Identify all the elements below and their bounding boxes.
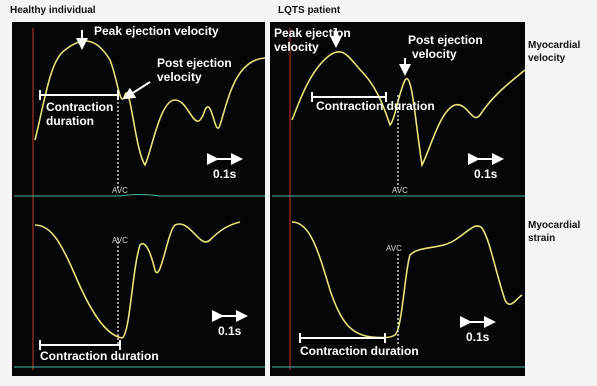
- annotation: Contraction duration: [40, 349, 159, 363]
- scale-label: 0.1s: [218, 324, 242, 338]
- row-label: Myocardial: [528, 220, 580, 231]
- avc-label: AVC: [112, 236, 128, 245]
- row-label: strain: [528, 233, 555, 244]
- avc-label: AVC: [392, 186, 408, 195]
- annotation: Contraction duration: [300, 344, 419, 358]
- annotation: velocity: [274, 40, 319, 54]
- avc-label: AVC: [112, 186, 128, 195]
- annotation: duration: [46, 114, 94, 128]
- annotation: Peak ejection velocity: [94, 24, 219, 38]
- annotation: Post ejection: [157, 56, 232, 70]
- panel-title: Healthy individual: [10, 5, 96, 16]
- avc-label: AVC: [386, 244, 402, 253]
- annotation: Peak ejection: [274, 26, 351, 40]
- figure: Healthy individual LQTS patient Myocardi…: [0, 0, 597, 386]
- annotation: velocity: [157, 70, 202, 84]
- panel-title: LQTS patient: [278, 5, 341, 16]
- scale-label: 0.1s: [466, 330, 490, 344]
- annotation: Contraction: [46, 100, 113, 114]
- annotation: velocity: [412, 47, 457, 61]
- annotation: Post ejection: [408, 33, 483, 47]
- row-label: Myocardial: [528, 40, 580, 51]
- row-label: velocity: [528, 53, 566, 64]
- annotation: Contraction duration: [316, 99, 435, 113]
- scale-label: 0.1s: [213, 167, 237, 181]
- scale-label: 0.1s: [474, 167, 498, 181]
